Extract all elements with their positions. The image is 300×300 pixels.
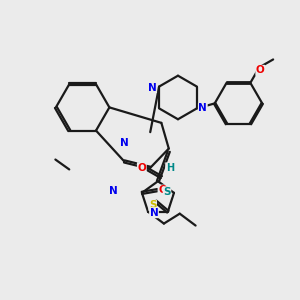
Text: N: N — [198, 103, 207, 113]
Text: N: N — [150, 208, 158, 218]
Text: N: N — [120, 137, 129, 148]
Text: N: N — [109, 186, 118, 196]
Text: O: O — [137, 163, 146, 173]
Text: S: S — [149, 200, 157, 211]
Text: O: O — [256, 65, 265, 75]
Text: O: O — [158, 185, 167, 195]
Text: H: H — [166, 163, 174, 173]
Text: S: S — [163, 187, 171, 197]
Text: N: N — [148, 82, 157, 93]
